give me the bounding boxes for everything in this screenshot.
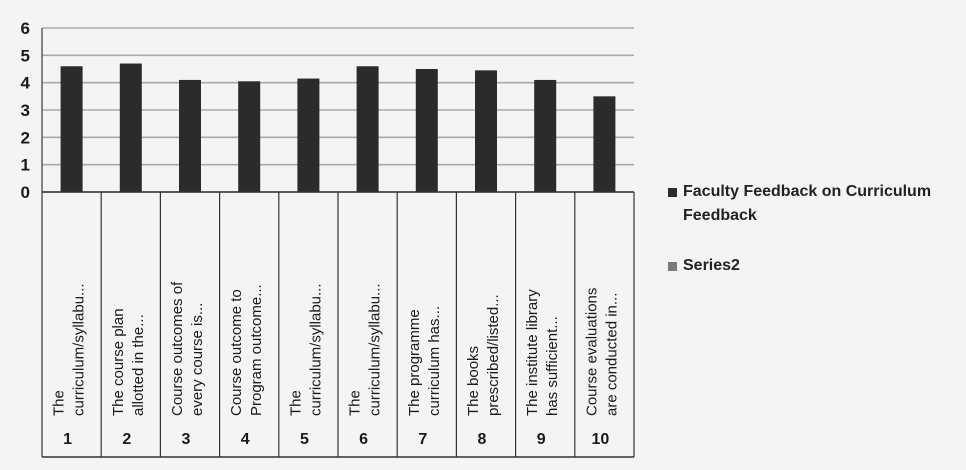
legend-item-series2: Series2: [668, 254, 958, 278]
category-number: 6: [359, 431, 368, 448]
category-number: 10: [592, 431, 610, 448]
bar: [475, 70, 497, 192]
category-label-line1: The programme: [406, 309, 423, 416]
category-label-line2: has sufficient...: [544, 316, 561, 416]
y-tick-label: 4: [21, 74, 31, 93]
category-label-line2: curriculum has...: [426, 306, 443, 416]
bar: [415, 69, 438, 192]
category-number: 2: [122, 431, 131, 448]
category-number: 9: [537, 431, 546, 448]
bar: [593, 96, 616, 192]
legend-item-series1: Faculty Feedback on Curriculum Feedback: [668, 180, 958, 228]
category-label-line1: The: [347, 390, 364, 416]
category-label-line2: allotted in the...: [130, 314, 147, 416]
category-label-line1: The: [51, 390, 68, 416]
legend-label-series1: Faculty Feedback on Curriculum Feedback: [683, 183, 932, 224]
category-label-line1: Course evaluations: [583, 288, 600, 416]
bar: [238, 81, 261, 192]
category-label-line1: The institute library: [524, 289, 541, 416]
category-label-line1: The: [287, 390, 304, 416]
category-label-line1: Course outcome to: [228, 289, 245, 416]
legend-swatch-series1: [668, 188, 677, 197]
y-tick-label: 6: [21, 19, 30, 38]
category-label-line2: every course is...: [189, 303, 206, 416]
bar: [60, 66, 83, 192]
y-tick-label: 0: [21, 183, 30, 202]
category-label-line1: Course outcomes of: [169, 281, 186, 416]
y-tick-label: 5: [21, 46, 30, 65]
category-label-line2: Program outcome...: [248, 284, 265, 416]
category-number: 7: [418, 431, 427, 448]
category-number: 1: [63, 431, 72, 448]
bars: [60, 63, 616, 193]
y-axis: 0 1 2 3 4 5 6: [21, 19, 43, 202]
category-label-line2: prescribed/listed...: [485, 294, 502, 416]
category-number: 3: [182, 431, 191, 448]
legend: Faculty Feedback on Curriculum Feedback …: [668, 180, 958, 304]
category-label-line2: curriculum/syllabu...: [367, 283, 384, 416]
bar: [179, 79, 201, 192]
y-tick-label: 2: [21, 128, 30, 147]
legend-swatch-series2: [668, 262, 677, 271]
bar: [356, 66, 379, 192]
category-label-line2: curriculum/syllabu...: [71, 283, 88, 416]
bar: [297, 78, 320, 192]
y-tick-label: 1: [21, 156, 30, 175]
category-label-line2: are conducted in...: [603, 293, 620, 416]
y-tick-label: 3: [21, 101, 30, 120]
category-label-line1: The course plan: [110, 308, 127, 416]
category-label-line1: The books: [465, 346, 482, 416]
category-number: 4: [241, 431, 250, 448]
bar: [534, 79, 557, 192]
category-number: 8: [478, 431, 487, 448]
category-label-line2: curriculum/syllabu...: [307, 283, 324, 416]
legend-label-series2: Series2: [683, 257, 740, 274]
bar: [119, 63, 142, 193]
category-number: 5: [300, 431, 309, 448]
